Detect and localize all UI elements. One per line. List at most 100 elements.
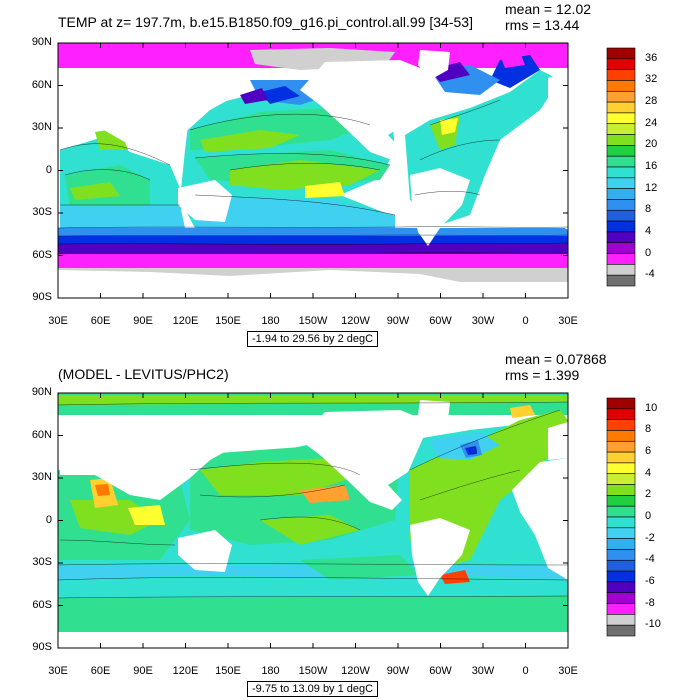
colorbar-swatch: [606, 166, 636, 179]
colorbar-label: 4: [645, 224, 652, 237]
colorbar-swatch: [606, 90, 636, 103]
lat-label: 0: [45, 163, 52, 176]
panel1-map: [58, 43, 568, 298]
colorbar-swatch: [606, 559, 636, 572]
lon-label: 60E: [90, 665, 111, 677]
colorbar-swatch: [606, 274, 636, 287]
colorbar-swatch: [606, 484, 636, 496]
colorbar-swatch: [606, 209, 636, 222]
colorbar-label: -10: [645, 618, 661, 631]
panel2-rms: rms = 1.399: [505, 367, 580, 383]
lon-label: 120W: [341, 665, 370, 677]
colorbar-label: 0: [645, 246, 652, 259]
colorbar-swatch: [606, 47, 636, 60]
lat-label: 30N: [31, 471, 52, 483]
colorbar-swatch: [606, 408, 636, 420]
panel1-mean: mean = 12.02: [505, 1, 592, 17]
colorbar-swatch: [606, 199, 636, 211]
colorbar-swatch: [606, 145, 636, 157]
colorbar-swatch: [606, 264, 636, 276]
lon-label: 150W: [298, 665, 328, 677]
lon-label: 30W: [471, 315, 495, 327]
colorbar-swatch: [606, 538, 636, 550]
panel1-rms: rms = 13.44: [505, 17, 580, 33]
lon-label: 30E: [558, 665, 578, 677]
lon-label: 120W: [341, 315, 370, 327]
lon-label: 30E: [48, 665, 68, 677]
lat-label: 0: [45, 513, 52, 526]
panel1-colorbar: [606, 47, 636, 287]
panel1-range-box: -1.94 to 29.56 by 2 degC: [247, 331, 379, 347]
colorbar-swatch: [606, 397, 636, 410]
lat-label: 90S: [32, 291, 52, 303]
colorbar-swatch: [606, 231, 636, 244]
lon-label: 150E: [215, 315, 241, 327]
lon-label: 150W: [298, 315, 328, 327]
colorbar-label: 2: [645, 488, 652, 501]
colorbar-label: 16: [645, 160, 658, 172]
colorbar-label: 20: [645, 138, 658, 151]
lat-label: 90N: [31, 36, 52, 48]
lon-label: 90W: [386, 315, 410, 327]
colorbar-swatch: [606, 624, 636, 637]
colorbar-label: -8: [645, 596, 655, 609]
colorbar-swatch: [606, 220, 636, 233]
panel2-map: [58, 393, 568, 648]
colorbar-swatch: [606, 177, 636, 189]
colorbar-label: 36: [645, 51, 658, 64]
lat-label: 60N: [31, 428, 52, 441]
colorbar-swatch: [606, 505, 636, 518]
colorbar-label: -2: [645, 531, 655, 544]
lon-label: 60W: [429, 315, 452, 327]
colorbar-swatch: [606, 451, 636, 464]
panel2-title: (MODEL - LEVITUS/PHC2): [58, 366, 229, 382]
lon-label: 90W: [386, 665, 410, 677]
lon-label: 150E: [215, 665, 241, 677]
colorbar-swatch: [606, 527, 636, 539]
lon-label: 90E: [133, 665, 153, 677]
lon-label: 60E: [90, 315, 111, 327]
colorbar-swatch: [606, 462, 636, 475]
colorbar-swatch: [606, 570, 636, 583]
colorbar-label: 6: [645, 445, 652, 458]
colorbar-label: -4: [645, 268, 655, 281]
colorbar-swatch: [606, 69, 636, 81]
colorbar-swatch: [606, 473, 636, 485]
lon-label: 120E: [172, 315, 199, 327]
colorbar-swatch: [606, 495, 636, 507]
colorbar-label: 0: [645, 510, 652, 522]
colorbar-swatch: [606, 603, 636, 615]
colorbar-swatch: [606, 188, 636, 200]
colorbar-label: 10: [645, 401, 658, 414]
colorbar-swatch: [606, 80, 636, 92]
colorbar-label: 28: [645, 95, 658, 108]
colorbar-swatch: [606, 101, 636, 114]
colorbar-swatch: [606, 155, 636, 168]
colorbar-swatch: [606, 253, 636, 265]
colorbar-label: 4: [645, 466, 652, 479]
colorbar-swatch: [606, 419, 636, 431]
lon-label: 0: [522, 665, 529, 677]
colorbar-swatch: [606, 614, 636, 626]
colorbar-swatch: [606, 440, 636, 453]
lon-label: 30E: [48, 315, 68, 327]
lon-label: 0: [522, 315, 529, 327]
panel2-range-box: -9.75 to 13.09 by 1 degC: [247, 681, 379, 697]
lat-label: 90N: [31, 386, 52, 398]
colorbar-swatch: [606, 592, 636, 604]
colorbar-swatch: [606, 516, 636, 529]
panel2-mean: mean = 0.07868: [505, 351, 607, 367]
colorbar-label: 8: [645, 423, 652, 436]
colorbar-label: -4: [645, 553, 655, 566]
lon-label: 30W: [471, 665, 495, 677]
lon-label: 180: [261, 315, 280, 327]
lon-label: 90E: [133, 315, 153, 327]
colorbar-label: -6: [645, 574, 655, 587]
colorbar-swatch: [606, 549, 636, 561]
colorbar-swatch: [606, 134, 636, 146]
colorbar-label: 32: [645, 73, 658, 86]
colorbar-label: 8: [645, 203, 652, 216]
colorbar-swatch: [606, 430, 636, 442]
lat-label: 90S: [32, 641, 52, 653]
